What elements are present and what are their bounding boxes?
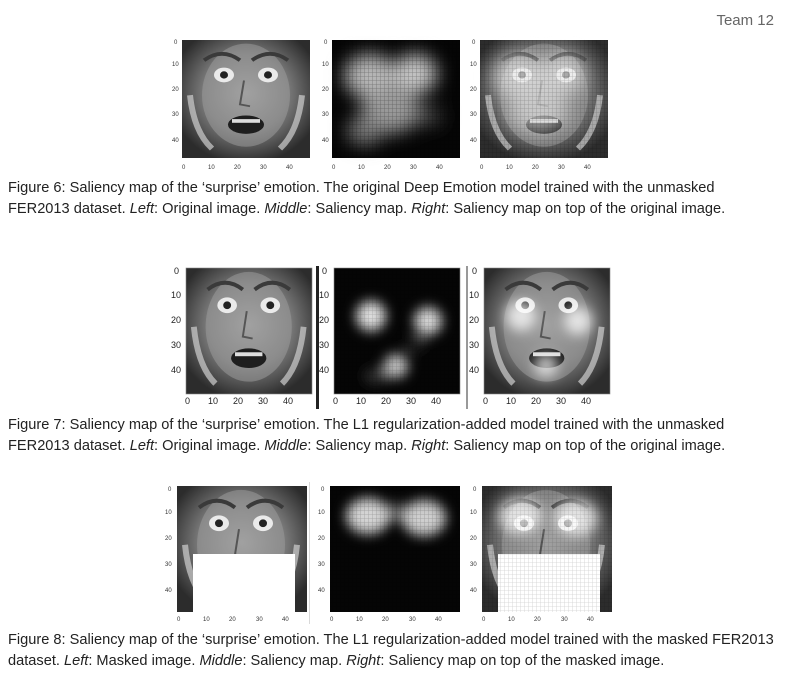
figure-6-saliency-map bbox=[320, 36, 462, 173]
overlay-plot bbox=[468, 36, 612, 173]
figure-6-original-image bbox=[170, 36, 314, 173]
saliency-map-plot bbox=[320, 36, 462, 173]
figure-8-saliency-map bbox=[316, 482, 462, 624]
overlay-plot bbox=[466, 266, 611, 409]
caption-text: : Original image. bbox=[154, 438, 265, 454]
caption-text: Figure 7: Saliency map of the ‘surprise’… bbox=[8, 417, 725, 454]
figure-8-overlay bbox=[468, 482, 614, 624]
figure-7-caption: Figure 7: Saliency map of the ‘surprise’… bbox=[8, 415, 778, 457]
figure-8-masked-image bbox=[163, 482, 310, 624]
caption-right-label: Right bbox=[411, 201, 446, 217]
caption-text: : Original image. bbox=[154, 201, 265, 217]
caption-text: : Saliency map on top of the original im… bbox=[445, 201, 726, 217]
overlay-plot bbox=[468, 482, 614, 624]
figure-8-caption: Figure 8: Saliency map of the ‘surprise’… bbox=[8, 630, 778, 672]
caption-middle-label: Middle bbox=[264, 438, 308, 454]
caption-right-label: Right bbox=[346, 653, 381, 669]
caption-left-label: Left bbox=[129, 201, 155, 217]
figure-7-saliency-map bbox=[316, 266, 463, 409]
figure-7-overlay bbox=[466, 266, 612, 409]
face-image-plot bbox=[171, 266, 313, 406]
caption-right-label: Right bbox=[411, 438, 446, 454]
face-image-plot bbox=[170, 36, 314, 173]
caption-text: : Saliency map on top of the original im… bbox=[445, 438, 726, 454]
saliency-map-plot bbox=[316, 266, 461, 409]
caption-text: : Saliency map. bbox=[307, 201, 412, 217]
caption-middle-label: Middle bbox=[264, 201, 308, 217]
caption-text: : Saliency map. bbox=[307, 438, 412, 454]
caption-text: : Saliency map. bbox=[242, 653, 347, 669]
figure-6-caption: Figure 6: Saliency map of the ‘surprise’… bbox=[8, 178, 778, 220]
caption-text: : Saliency map on top of the masked imag… bbox=[380, 653, 665, 669]
masked-image-plot bbox=[163, 482, 309, 624]
caption-text: : Masked image. bbox=[88, 653, 200, 669]
caption-text: Figure 8: Saliency map of the ‘surprise’… bbox=[8, 632, 774, 669]
caption-middle-label: Middle bbox=[199, 653, 243, 669]
caption-left-label: Left bbox=[63, 653, 89, 669]
caption-left-label: Left bbox=[129, 438, 155, 454]
caption-text: Figure 6: Saliency map of the ‘surprise’… bbox=[8, 180, 715, 217]
saliency-map-plot bbox=[316, 482, 462, 624]
team-label: Team 12 bbox=[716, 12, 774, 29]
figure-6-overlay bbox=[468, 36, 612, 173]
figure-7-original-image bbox=[170, 266, 314, 409]
